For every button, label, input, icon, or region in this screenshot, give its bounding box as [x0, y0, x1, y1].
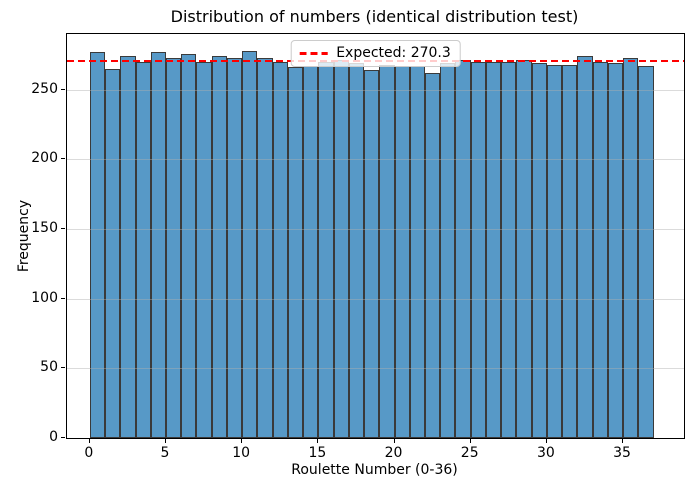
- y-axis-label: Frequency: [16, 199, 32, 273]
- histogram-bar-30: [546, 64, 563, 438]
- histogram-bar-35: [623, 57, 639, 438]
- histogram-bar-32: [577, 56, 593, 438]
- histogram-bar-2: [120, 56, 136, 438]
- y-tick-mark-150: [61, 228, 65, 230]
- histogram-bar-13: [287, 67, 304, 438]
- histogram-bar-31: [562, 64, 578, 438]
- y-tick-label-50: 50: [40, 359, 58, 376]
- bars-layer: [67, 34, 684, 438]
- histogram-bar-0: [89, 52, 106, 438]
- y-tick-label-0: 0: [49, 429, 58, 445]
- histogram-bar-29: [531, 63, 547, 438]
- histogram-bar-34: [607, 63, 624, 438]
- y-tick-label-100: 100: [31, 289, 58, 306]
- histogram-bar-11: [257, 57, 273, 438]
- legend-label: Expected: 270.3: [336, 45, 451, 61]
- x-tick-label-15: 15: [308, 445, 327, 461]
- reference-line-layer: [67, 34, 684, 438]
- x-tick-mark-0: [88, 439, 90, 443]
- histogram-bar-36: [638, 66, 654, 438]
- y-tick-label-250: 250: [31, 80, 58, 97]
- histogram-bar-6: [181, 53, 197, 438]
- histogram-bar-18: [364, 70, 380, 438]
- x-tick-mark-30: [545, 439, 547, 443]
- x-tick-mark-35: [622, 439, 624, 443]
- y-tick-mark-200: [61, 158, 65, 160]
- x-tick-label-20: 20: [384, 445, 403, 461]
- y-tick-mark-0: [61, 437, 65, 438]
- x-tick-label-0: 0: [84, 445, 94, 461]
- x-tick-label-35: 35: [613, 445, 631, 461]
- x-tick-label-25: 25: [460, 445, 479, 461]
- histogram-bar-5: [166, 57, 182, 438]
- histogram-bar-1: [105, 68, 121, 438]
- y-tick-label-150: 150: [31, 220, 58, 237]
- chart-title: Distribution of numbers (identical distr…: [170, 7, 579, 26]
- legend: Expected: 270.3: [290, 40, 461, 67]
- x-tick-mark-10: [241, 439, 243, 443]
- x-tick-mark-20: [393, 439, 395, 443]
- plot-area: Expected: 270.3: [66, 33, 685, 439]
- histogram-bar-22: [425, 73, 441, 438]
- x-axis-label: Roulette Number (0-36): [291, 462, 458, 478]
- x-tick-mark-15: [317, 439, 319, 443]
- histogram-bar-10: [242, 50, 258, 438]
- histogram-bar-9: [226, 57, 243, 438]
- y-tick-mark-100: [61, 297, 65, 299]
- x-tick-label-30: 30: [536, 445, 555, 461]
- x-tick-mark-5: [165, 439, 167, 443]
- y-tick-mark-250: [61, 88, 65, 90]
- y-tick-mark-50: [61, 367, 65, 369]
- histogram-bar-8: [211, 56, 227, 438]
- x-tick-label-10: 10: [232, 445, 251, 461]
- legend-dashed-line-sample: [299, 51, 328, 55]
- x-tick-mark-25: [469, 439, 471, 443]
- x-tick-label-5: 5: [160, 445, 170, 461]
- y-tick-label-200: 200: [31, 150, 58, 167]
- histogram-bar-4: [150, 52, 166, 438]
